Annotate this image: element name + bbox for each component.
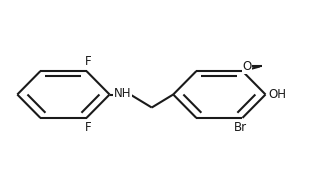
Text: F: F xyxy=(85,55,91,68)
Text: NH: NH xyxy=(114,87,131,100)
Text: OH: OH xyxy=(268,88,286,101)
Text: O: O xyxy=(243,60,252,73)
Text: F: F xyxy=(85,121,91,134)
Text: Br: Br xyxy=(234,121,247,134)
